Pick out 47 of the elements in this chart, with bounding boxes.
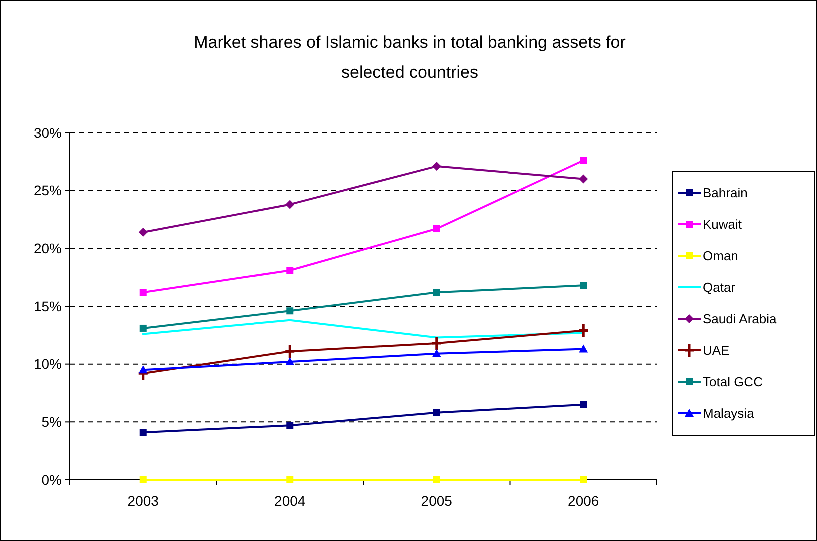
point [286, 267, 294, 274]
point [431, 336, 443, 352]
legend-label: UAE [703, 343, 730, 358]
point [432, 349, 442, 358]
y-tick-label: 20% [34, 240, 62, 257]
point [579, 344, 588, 353]
y-tick-label: 15% [34, 298, 62, 314]
point [433, 476, 440, 484]
legend-label: Saudi Arabia [703, 312, 778, 327]
point [286, 358, 295, 366]
point [433, 289, 440, 296]
y-tick-label: 30% [34, 124, 62, 141]
point [140, 476, 147, 484]
y-tick-label: 5% [42, 414, 62, 430]
x-tick-label: 2004 [274, 493, 306, 509]
point [138, 228, 148, 237]
y-tick-label: 0% [42, 472, 62, 488]
point [286, 308, 294, 315]
legend-label: Qatar [703, 280, 736, 296]
point [138, 366, 148, 374]
legend-label: Total GCC [703, 374, 763, 390]
point [433, 409, 440, 416]
point [433, 226, 440, 233]
point [580, 157, 588, 164]
point [284, 344, 296, 360]
y-tick-label: 10% [34, 356, 62, 372]
chart-title: Market shares of Islamic banks in total banking assets for selected countries [194, 33, 626, 82]
point [140, 289, 147, 296]
x-tick-label: 2003 [128, 493, 160, 509]
point [286, 200, 295, 210]
legend-label: Oman [703, 248, 738, 264]
point [580, 282, 588, 290]
legend-label: Kuwait [703, 217, 742, 232]
point [286, 476, 294, 484]
point [580, 476, 588, 484]
y-tick-label: 25% [34, 182, 62, 199]
legend-label: Malaysia [703, 406, 756, 422]
point [432, 162, 442, 172]
x-tick-label: 2006 [568, 493, 600, 509]
point [286, 422, 294, 430]
x-tick-label: 2005 [421, 493, 453, 509]
point [140, 429, 147, 436]
point [579, 174, 588, 184]
legend-label: Bahrain [703, 186, 748, 201]
point [140, 324, 147, 332]
point [580, 401, 588, 408]
line-series [142, 319, 585, 339]
